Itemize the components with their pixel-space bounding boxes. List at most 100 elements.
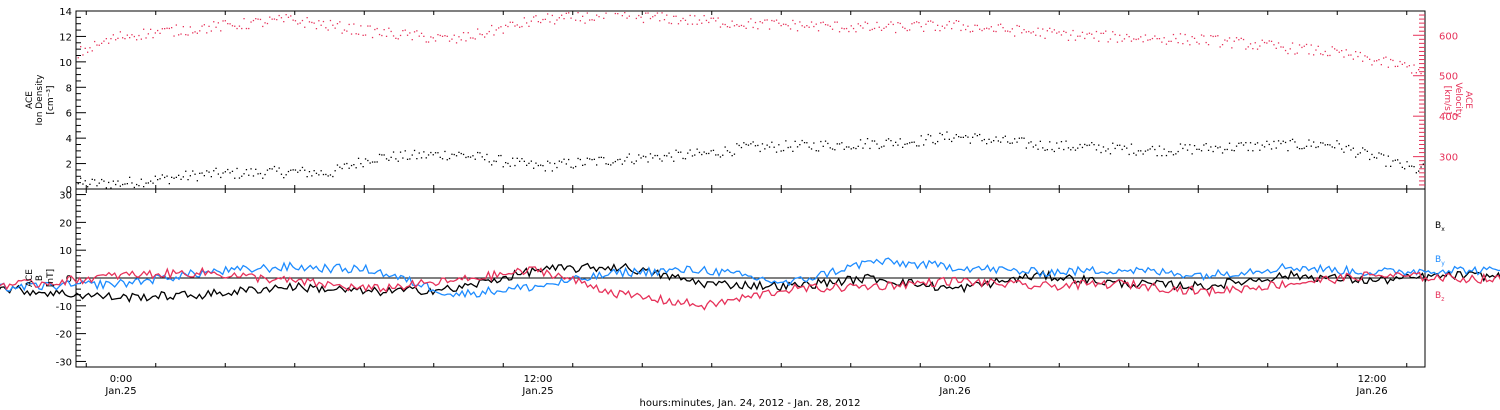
data-point <box>458 36 460 38</box>
data-point <box>927 20 929 22</box>
data-point <box>1168 40 1170 42</box>
data-point <box>180 178 182 180</box>
data-point <box>916 21 918 23</box>
data-point <box>159 178 161 180</box>
data-point <box>1072 29 1074 32</box>
data-point <box>554 162 556 165</box>
data-point <box>255 168 257 170</box>
data-point <box>768 28 771 30</box>
data-point <box>1067 39 1070 41</box>
data-point <box>701 22 703 24</box>
data-point <box>460 39 462 41</box>
data-point <box>243 173 245 175</box>
data-point <box>117 180 119 182</box>
data-point <box>647 12 649 14</box>
data-point <box>663 154 666 157</box>
data-point <box>360 163 362 165</box>
data-point <box>1350 54 1352 56</box>
data-point <box>780 150 782 152</box>
data-point <box>801 25 803 27</box>
data-point <box>1329 54 1331 57</box>
data-point <box>278 167 280 169</box>
data-point <box>189 175 191 177</box>
data-point <box>1088 144 1091 146</box>
data-point <box>369 25 371 27</box>
data-point <box>876 143 878 145</box>
data-point <box>687 152 689 154</box>
data-point <box>1336 49 1338 51</box>
data-point <box>297 171 299 173</box>
data-point <box>551 14 553 17</box>
data-point <box>1137 150 1140 152</box>
data-point <box>995 30 997 33</box>
data-point <box>1345 145 1347 148</box>
data-point <box>1077 35 1079 37</box>
data-point <box>196 32 198 34</box>
data-point <box>1369 158 1371 161</box>
data-point <box>1245 48 1247 50</box>
data-point <box>512 21 514 23</box>
data-point <box>222 172 224 174</box>
data-point <box>1128 153 1130 156</box>
data-point <box>231 25 234 27</box>
density-tick-label: 14 <box>59 7 72 18</box>
data-point <box>717 154 719 156</box>
data-point <box>1065 140 1067 142</box>
data-point <box>834 149 836 151</box>
data-point <box>815 150 817 152</box>
data-point <box>729 151 731 153</box>
data-point <box>1182 147 1184 150</box>
data-point <box>976 135 978 137</box>
data-point <box>516 157 518 159</box>
data-point <box>619 158 621 160</box>
data-point <box>909 142 911 144</box>
data-point <box>1322 142 1324 144</box>
data-point <box>1228 142 1231 144</box>
data-point <box>845 27 848 30</box>
data-point <box>1007 141 1009 143</box>
data-point <box>822 145 824 147</box>
data-point <box>119 31 121 33</box>
data-point <box>192 32 194 34</box>
data-point <box>185 34 187 36</box>
data-point <box>1014 35 1016 37</box>
data-point <box>1296 146 1298 148</box>
data-point <box>859 25 862 27</box>
data-point <box>773 20 775 22</box>
data-point <box>1035 34 1037 36</box>
data-point <box>1401 166 1403 168</box>
data-point <box>967 136 969 138</box>
data-point <box>778 144 780 146</box>
data-point <box>245 27 248 30</box>
velocity-label-line3: [km/s] <box>1442 86 1452 115</box>
data-point <box>1331 46 1333 48</box>
data-point <box>958 20 960 22</box>
data-point <box>537 164 539 167</box>
data-point <box>1385 56 1387 58</box>
data-point <box>1179 143 1182 145</box>
data-point <box>951 28 953 30</box>
data-point <box>519 160 521 162</box>
data-point <box>1074 149 1077 151</box>
data-point <box>689 14 691 17</box>
data-point <box>813 142 815 144</box>
data-point <box>895 31 897 34</box>
data-point <box>1310 44 1312 46</box>
data-point <box>1261 144 1263 146</box>
data-point <box>1298 148 1301 150</box>
data-point <box>1051 148 1053 151</box>
data-point <box>259 18 262 21</box>
data-point <box>84 47 86 49</box>
data-point <box>1355 156 1357 158</box>
data-point <box>1081 31 1084 33</box>
data-point <box>799 144 801 146</box>
data-point <box>507 25 509 28</box>
data-point <box>880 146 883 148</box>
data-point <box>1331 146 1333 148</box>
data-point <box>439 34 441 37</box>
data-point <box>1140 150 1142 152</box>
data-point <box>738 144 740 147</box>
data-point <box>810 21 813 23</box>
data-point <box>1077 147 1079 149</box>
data-point <box>764 19 766 21</box>
